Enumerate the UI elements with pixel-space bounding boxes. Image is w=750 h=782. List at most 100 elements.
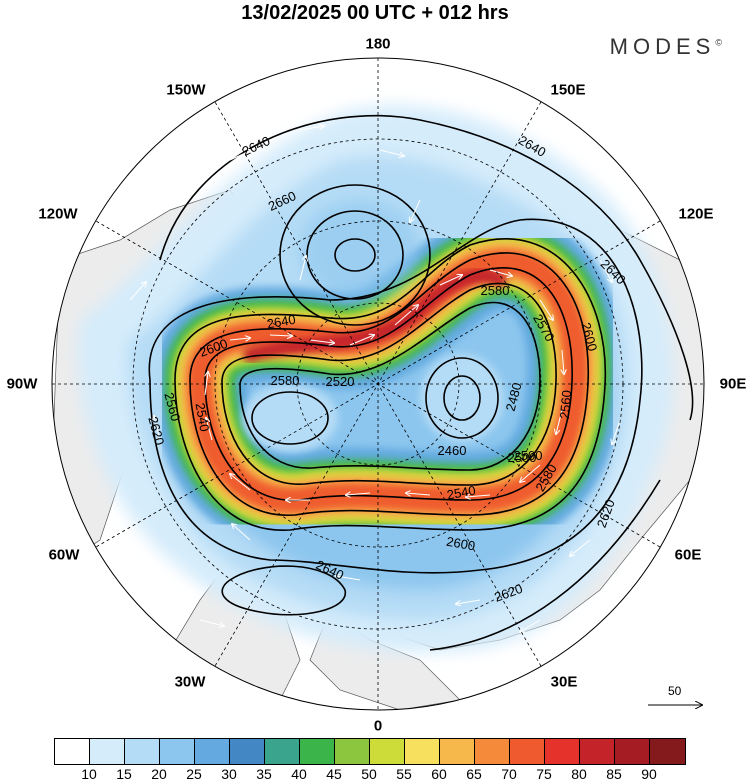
contour-label: 2480: [503, 381, 525, 413]
logo-mark: ©: [715, 37, 722, 48]
map-title: 13/02/2025 00 UTC + 012 hrs: [241, 2, 509, 24]
colorbar-tick-label: 85: [606, 766, 622, 782]
graticule: [52, 58, 704, 710]
colorbar-tick-label: 60: [431, 766, 447, 782]
colorbar-swatch: [405, 739, 440, 764]
colorbar-tick-label: 75: [536, 766, 552, 782]
colorbar-swatch: [545, 739, 580, 764]
colorbar-tick-label: 25: [186, 766, 202, 782]
colorbar-tick-label: 80: [571, 766, 587, 782]
meridian-label-60e: 60E: [674, 546, 702, 564]
meridian-label-120w: 120W: [38, 205, 78, 223]
contour-2620-east: [429, 479, 661, 651]
wind-arrow: [520, 619, 541, 632]
colorbar-tick-label: 20: [151, 766, 167, 782]
colorbar-swatch: [195, 739, 230, 764]
wind-arrow: [299, 126, 324, 131]
wind-arrow: [466, 495, 491, 497]
contour-label: 2540: [446, 483, 477, 503]
modes-logo: MODES©: [610, 34, 722, 60]
low-east-interior: [420, 354, 504, 442]
wind-arrow: [406, 493, 431, 495]
contour-label: 2500: [514, 448, 543, 463]
meridian-label-60w: 60W: [48, 546, 80, 564]
logo-text: MODES: [609, 34, 716, 59]
contour-low-east-1: [425, 357, 499, 439]
contour-label: 2520: [326, 374, 355, 389]
meridian-label-30w: 30W: [174, 673, 206, 691]
map-disc: [52, 58, 704, 710]
meridian-label-0: 0: [373, 717, 383, 735]
meridian-label-150w: 150W: [166, 81, 206, 99]
colorbar-tick-label: 50: [361, 766, 377, 782]
contour-2580: [189, 252, 590, 516]
contour-label: 2640: [266, 312, 297, 332]
contour-cutoff-1: [279, 184, 431, 326]
colorbar-tick-label: 40: [291, 766, 307, 782]
wind-vectors: [129, 126, 621, 632]
contour-2640-south: [221, 565, 346, 616]
meridian-label-150e: 150E: [550, 81, 586, 99]
colorbar-swatch: [580, 739, 615, 764]
wind-arrow: [520, 464, 541, 482]
meridian-label-30e: 30E: [550, 673, 578, 691]
contour-label: 2560: [557, 390, 574, 420]
wind-arrow: [232, 524, 251, 541]
colorbar-swatch: [335, 739, 370, 764]
colorbar-swatch: [90, 739, 125, 764]
contour-2540: [221, 282, 557, 486]
wind-arrow: [346, 493, 371, 495]
colorbar-swatch: [300, 739, 335, 764]
low-west-interior: [242, 384, 338, 452]
reference-vector-label: 50: [668, 684, 682, 698]
contour-low-east-2: [443, 375, 481, 421]
colorbar-swatch: [125, 739, 160, 764]
colorbar-swatch: [615, 739, 650, 764]
contour-label: 2620: [145, 415, 167, 447]
colorbar-tick-label: 55: [396, 766, 412, 782]
wind-arrow: [599, 259, 612, 282]
wind-arrow: [129, 282, 146, 301]
wind-arrow: [556, 409, 563, 434]
meridian-30e-150w: [214, 101, 542, 667]
colorbar-swatch: [475, 739, 510, 764]
wind-arrow: [439, 275, 462, 286]
wind-arrow: [199, 619, 224, 626]
wind-arrow: [539, 299, 553, 320]
height-contours: [148, 114, 694, 651]
wind-arrow: [230, 474, 251, 491]
colorbar-swatch: [650, 739, 685, 764]
colorbar-tick-label: 30: [221, 766, 237, 782]
colorbar-swatch: [55, 739, 90, 764]
colorbar-swatch: [265, 739, 300, 764]
contour-2620: [148, 218, 643, 574]
colorbar-tick-label: 70: [501, 766, 517, 782]
map-border: [51, 57, 705, 711]
contour-cutoff-3: [334, 238, 376, 272]
wind-arrow: [205, 372, 208, 396]
reference-vector-arrow: [648, 698, 706, 712]
contour-2600: [174, 238, 607, 531]
wind-arrow: [456, 599, 481, 604]
meridian-label-120e: 120E: [678, 205, 714, 223]
contour-label: 2600: [445, 534, 476, 554]
wind-arrow: [570, 539, 591, 556]
contour-label: 2600: [578, 321, 600, 353]
wind-arrow: [336, 576, 361, 581]
wind-arrow: [154, 416, 161, 441]
colorbar-tick-label: 90: [641, 766, 657, 782]
colorbar: [54, 738, 686, 765]
wind-arrow: [229, 150, 252, 161]
wind-arrow: [410, 199, 421, 222]
wind-arrow: [299, 256, 306, 281]
contour-label: 2460: [438, 443, 467, 458]
colorbar-swatch: [160, 739, 195, 764]
contour-low-west: [251, 391, 329, 445]
colorbar-swatch: [370, 739, 405, 764]
contour-label: 2560: [161, 391, 183, 423]
contour-2520: [239, 301, 541, 471]
colorbar-tick-label: 15: [116, 766, 132, 782]
contour-label: 2500: [508, 450, 537, 465]
wind-arrow: [206, 418, 213, 441]
